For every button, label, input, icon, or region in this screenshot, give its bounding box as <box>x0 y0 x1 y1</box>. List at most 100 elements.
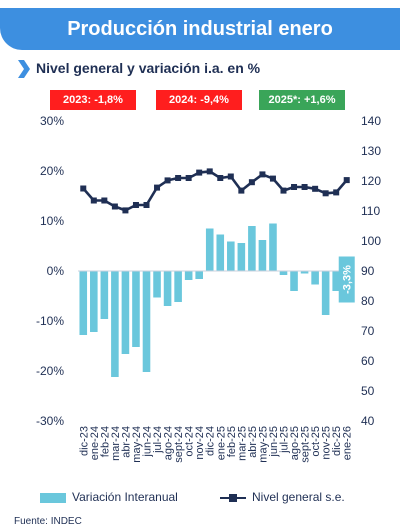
chart: -30% -20% -10% 0% 10% 20% 30% 40 50 60 70 80 90 100 1… <box>36 114 381 463</box>
x-tick-label: ene-25 <box>215 426 227 460</box>
y-left-tick-label: -10% <box>36 314 64 328</box>
bar <box>279 271 288 275</box>
bar <box>79 271 88 335</box>
bar <box>174 271 182 302</box>
x-tick-label: feb-24 <box>99 426 111 457</box>
badge-2023: 2023: -1,8% <box>50 90 136 110</box>
y-left-tick-label: 30% <box>40 114 64 128</box>
line-point <box>217 175 224 181</box>
line-point <box>154 184 161 191</box>
x-tick-label: may-25 <box>257 426 269 463</box>
y-right-tick-label: 90 <box>361 264 375 278</box>
bar <box>248 226 256 271</box>
bar <box>121 271 130 354</box>
bar <box>132 271 140 347</box>
bar <box>195 271 203 279</box>
line-point <box>291 184 298 190</box>
page-title: Producción industrial enero <box>67 18 333 40</box>
line-point <box>80 185 87 192</box>
line-point <box>206 168 213 175</box>
bar <box>321 271 330 315</box>
x-tick-label: ago-25 <box>289 426 301 460</box>
x-tick-label: abr-25 <box>247 426 259 458</box>
y-right-tick-label: 140 <box>361 114 381 128</box>
line-point <box>101 197 108 204</box>
line-point <box>248 179 255 186</box>
bar <box>269 223 277 271</box>
line-point <box>164 177 171 184</box>
y-left-tick-label: 20% <box>40 164 64 178</box>
line-point <box>111 203 118 210</box>
x-tick-label: sept-25 <box>300 426 312 463</box>
x-axis-labels: dic-23ene-24feb-24mar-24abr-24may-24jun-… <box>78 426 353 463</box>
line-point <box>333 189 340 196</box>
x-tick-label: feb-25 <box>226 426 238 457</box>
y-right-tick-label: 80 <box>361 294 375 308</box>
legend-item-line: Nivel general s.e. <box>220 490 345 508</box>
x-tick-label: sept-24 <box>173 426 185 463</box>
y-axis-left: -30% -20% -10% 0% 10% 20% 30% <box>36 114 64 428</box>
line-point <box>238 187 245 194</box>
bar <box>90 271 98 332</box>
chart-subtitle: Nivel general y variación i.a. en % <box>36 60 261 76</box>
line-point <box>312 185 319 192</box>
y-right-tick-label: 40 <box>361 414 375 428</box>
bar <box>111 271 119 377</box>
badge-2024: 2024: -9,4% <box>156 90 242 110</box>
bar <box>142 271 151 372</box>
bar-series <box>79 223 351 377</box>
x-tick-label: oct-24 <box>184 426 196 457</box>
bar <box>184 271 193 280</box>
line-point <box>280 187 287 194</box>
chevron-right-icon <box>18 60 30 78</box>
x-tick-label: ene-26 <box>342 426 354 460</box>
line-point <box>122 207 129 214</box>
x-tick-label: ago-24 <box>163 426 175 460</box>
y-right-tick-label: 120 <box>361 174 381 188</box>
bar <box>216 234 225 271</box>
bar <box>163 271 172 306</box>
x-tick-label: nov-24 <box>194 426 206 460</box>
title-banner: Producción industrial enero <box>0 8 400 50</box>
legend-label-line: Nivel general s.e. <box>252 490 345 504</box>
line-point <box>132 202 139 208</box>
bar <box>290 271 298 291</box>
line-point <box>259 171 266 178</box>
y-right-tick-label: 130 <box>361 144 381 158</box>
x-tick-label: jul-24 <box>152 426 164 454</box>
bar <box>153 271 161 298</box>
series-line <box>82 170 348 212</box>
y-left-tick-label: 10% <box>40 214 64 228</box>
bar <box>205 228 214 271</box>
line-point <box>175 175 182 181</box>
x-tick-label: nov-25 <box>321 426 333 460</box>
line-series <box>80 168 350 214</box>
x-tick-label: abr-24 <box>120 426 132 458</box>
line-point <box>343 177 350 184</box>
line-point <box>301 184 308 190</box>
bar <box>311 271 319 285</box>
legend-swatch-bar <box>40 492 66 503</box>
x-tick-label: may-24 <box>131 426 143 463</box>
x-tick-label: ene-24 <box>89 426 101 460</box>
y-right-tick-label: 70 <box>361 324 375 338</box>
y-axis-right: 40 50 60 70 80 90 100 110 120 130 140 <box>361 114 381 428</box>
legend-item-bar: Variación Interanual <box>40 490 178 508</box>
line-point <box>196 169 203 176</box>
legend-swatch-line <box>220 493 246 503</box>
x-tick-label: jul-25 <box>279 426 291 454</box>
line-point <box>322 190 329 197</box>
bar <box>100 271 109 319</box>
x-tick-label: oct-25 <box>310 426 322 457</box>
x-tick-label: dic-23 <box>78 426 90 456</box>
line-point <box>185 175 192 181</box>
bar <box>332 271 340 291</box>
x-tick-label: dic-25 <box>331 426 343 456</box>
legend-label-bar: Variación Interanual <box>72 490 178 504</box>
bar <box>300 271 309 274</box>
data-label-box <box>338 256 355 303</box>
line-point <box>227 173 234 180</box>
data-label-group: -3,3% <box>338 256 355 303</box>
line-point <box>269 175 276 182</box>
bar <box>237 243 246 271</box>
